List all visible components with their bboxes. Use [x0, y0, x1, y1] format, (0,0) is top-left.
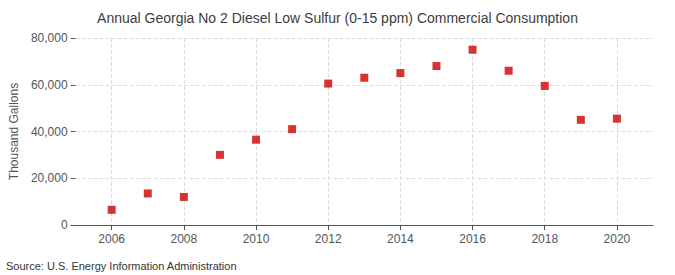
svg-text:60,000: 60,000	[31, 78, 68, 92]
svg-text:20,000: 20,000	[31, 171, 68, 185]
svg-text:0: 0	[61, 218, 68, 232]
svg-text:2008: 2008	[171, 232, 198, 246]
svg-text:Annual Georgia No 2 Diesel Low: Annual Georgia No 2 Diesel Low Sulfur (0…	[97, 10, 578, 26]
svg-text:2014: 2014	[387, 232, 414, 246]
svg-text:Source: U.S. Energy Informatio: Source: U.S. Energy Information Administ…	[6, 260, 237, 272]
svg-text:80,000: 80,000	[31, 31, 68, 45]
svg-text:2020: 2020	[604, 232, 631, 246]
svg-text:2010: 2010	[243, 232, 270, 246]
svg-text:2006: 2006	[98, 232, 125, 246]
svg-text:2018: 2018	[531, 232, 558, 246]
svg-text:40,000: 40,000	[31, 125, 68, 139]
svg-text:2012: 2012	[315, 232, 342, 246]
svg-text:2016: 2016	[459, 232, 486, 246]
svg-text:Thousand Gallons: Thousand Gallons	[7, 83, 21, 180]
